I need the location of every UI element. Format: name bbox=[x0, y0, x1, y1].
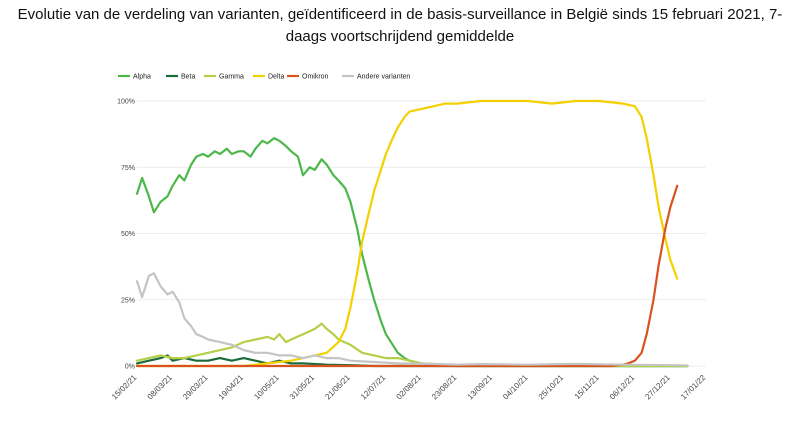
legend-label-beta: Beta bbox=[181, 74, 196, 81]
legend-label-alpha: Alpha bbox=[133, 74, 151, 81]
x-tick-label: 27/12/21 bbox=[643, 373, 672, 402]
x-tick-label: 04/10/21 bbox=[501, 373, 530, 402]
x-tick-label: 02/08/21 bbox=[395, 373, 424, 402]
x-tick-label: 10/05/21 bbox=[252, 373, 281, 402]
y-tick-label: 75% bbox=[121, 165, 135, 172]
x-tick-label: 23/08/21 bbox=[430, 373, 459, 402]
y-tick-label: 50% bbox=[121, 231, 135, 238]
legend-label-andere-varianten: Andere varianten bbox=[357, 74, 410, 81]
legend-label-delta: Delta bbox=[268, 74, 284, 81]
x-tick-label: 19/04/21 bbox=[217, 373, 246, 402]
chart-title: Evolutie van de verdeling van varianten,… bbox=[17, 6, 783, 45]
series-line-alpha bbox=[135, 137, 689, 368]
series-line-gamma bbox=[135, 322, 689, 368]
y-axis-ticks: 0% 25% 50% 75% 100% bbox=[117, 99, 135, 371]
series-line-delta bbox=[135, 99, 679, 368]
legend: Alpha Beta Gamma Delta Omikron Andere variant… bbox=[118, 74, 410, 81]
legend-label-gamma: Gamma bbox=[219, 74, 244, 81]
x-tick-label: 31/05/21 bbox=[288, 373, 317, 402]
x-tick-label: 29/03/21 bbox=[181, 373, 210, 402]
x-tick-label: 08/03/21 bbox=[146, 373, 175, 402]
y-tick-label: 25% bbox=[121, 297, 135, 304]
y-tick-label: 100% bbox=[117, 99, 135, 106]
x-tick-label: 12/07/21 bbox=[359, 373, 388, 402]
x-tick-label: 15/11/21 bbox=[573, 373, 601, 401]
x-tick-label: 21/06/21 bbox=[323, 373, 352, 402]
y-tick-label: 0% bbox=[125, 364, 135, 371]
series-layer bbox=[135, 99, 689, 368]
x-tick-label: 15/02/21 bbox=[110, 373, 139, 402]
series-line-omikron bbox=[135, 184, 679, 368]
grid-layer bbox=[137, 100, 706, 367]
series-line-andere-varianten bbox=[135, 272, 689, 367]
x-tick-label: 06/12/21 bbox=[608, 373, 637, 402]
x-tick-label: 17/01/22 bbox=[679, 373, 708, 402]
x-tick-label: 25/10/21 bbox=[537, 373, 566, 402]
legend-label-omikron: Omikron bbox=[302, 74, 329, 81]
x-axis-ticks: 15/02/21 08/03/21 29/03/21 19/04/21 10/05/21… bbox=[110, 373, 708, 402]
x-tick-label: 13/09/21 bbox=[466, 373, 495, 402]
